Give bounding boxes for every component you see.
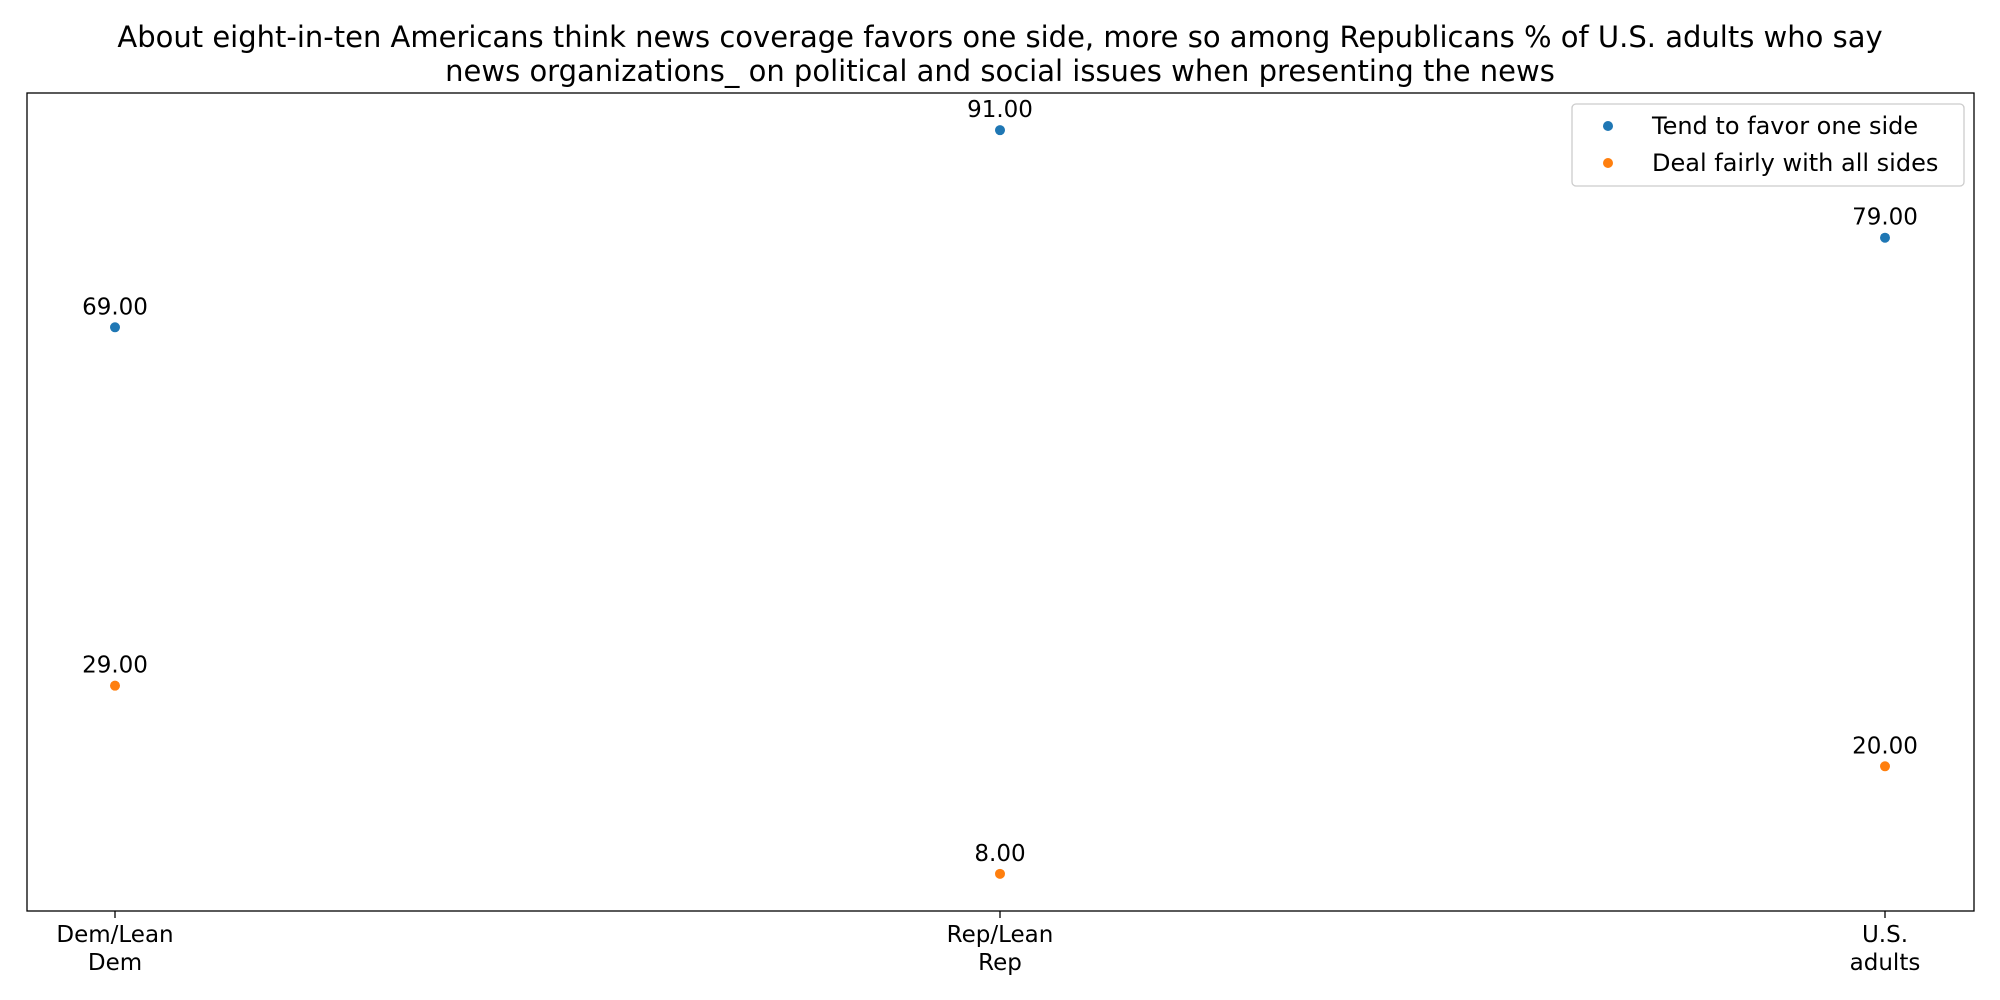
- chart-title-line-1: About eight-in-ten Americans think news …: [117, 20, 1883, 54]
- x-tick-label-0: Dem/Lean Dem: [56, 922, 173, 976]
- x-tick-label-line: Rep: [978, 950, 1022, 976]
- legend: Tend to favor one side Deal fairly with a…: [1571, 103, 1965, 187]
- legend-label-1: Deal fairly with all sides: [1652, 149, 1938, 177]
- plot-area: [26, 92, 1975, 912]
- data-point-s1-0: [110, 680, 120, 691]
- data-label-s1-2: 20.00: [1852, 733, 1918, 759]
- legend-marker-0: [1603, 121, 1613, 131]
- chart-title-line-2: news organizations_ on political and soc…: [445, 54, 1555, 88]
- data-label-s0-1: 91.00: [967, 97, 1033, 123]
- x-tick-label-line: adults: [1850, 950, 1921, 976]
- data-label-s0-0: 69.00: [82, 294, 148, 320]
- x-axis: Dem/Lean Dem Rep/Lean Rep U.S. adults: [56, 911, 1920, 976]
- data-label-s0-2: 79.00: [1852, 205, 1918, 231]
- data-point-s1-1: [995, 868, 1005, 879]
- data-label-s1-0: 29.00: [82, 653, 148, 679]
- x-tick-label-line: Rep/Lean: [947, 922, 1054, 948]
- data-point-s0-2: [1880, 232, 1890, 243]
- data-point-s1-2: [1880, 761, 1890, 772]
- x-tick-label-1: Rep/Lean Rep: [947, 922, 1054, 976]
- x-tick-label-line: Dem: [88, 950, 142, 976]
- legend-box: [1571, 103, 1965, 187]
- x-tick-label-line: Dem/Lean: [56, 922, 173, 948]
- x-tick-label-2: U.S. adults: [1850, 922, 1921, 976]
- data-label-s1-1: 8.00: [974, 841, 1025, 867]
- legend-label-0: Tend to favor one side: [1651, 112, 1918, 140]
- chart-marks: 69.00 91.00 79.00 29.00 8.00 20.00: [82, 97, 1918, 879]
- data-point-s0-0: [110, 322, 120, 333]
- x-tick-label-line: U.S.: [1862, 922, 1908, 948]
- legend-marker-1: [1603, 158, 1613, 168]
- data-point-s0-1: [995, 125, 1005, 136]
- chart-title: About eight-in-ten Americans think news …: [0, 20, 2000, 88]
